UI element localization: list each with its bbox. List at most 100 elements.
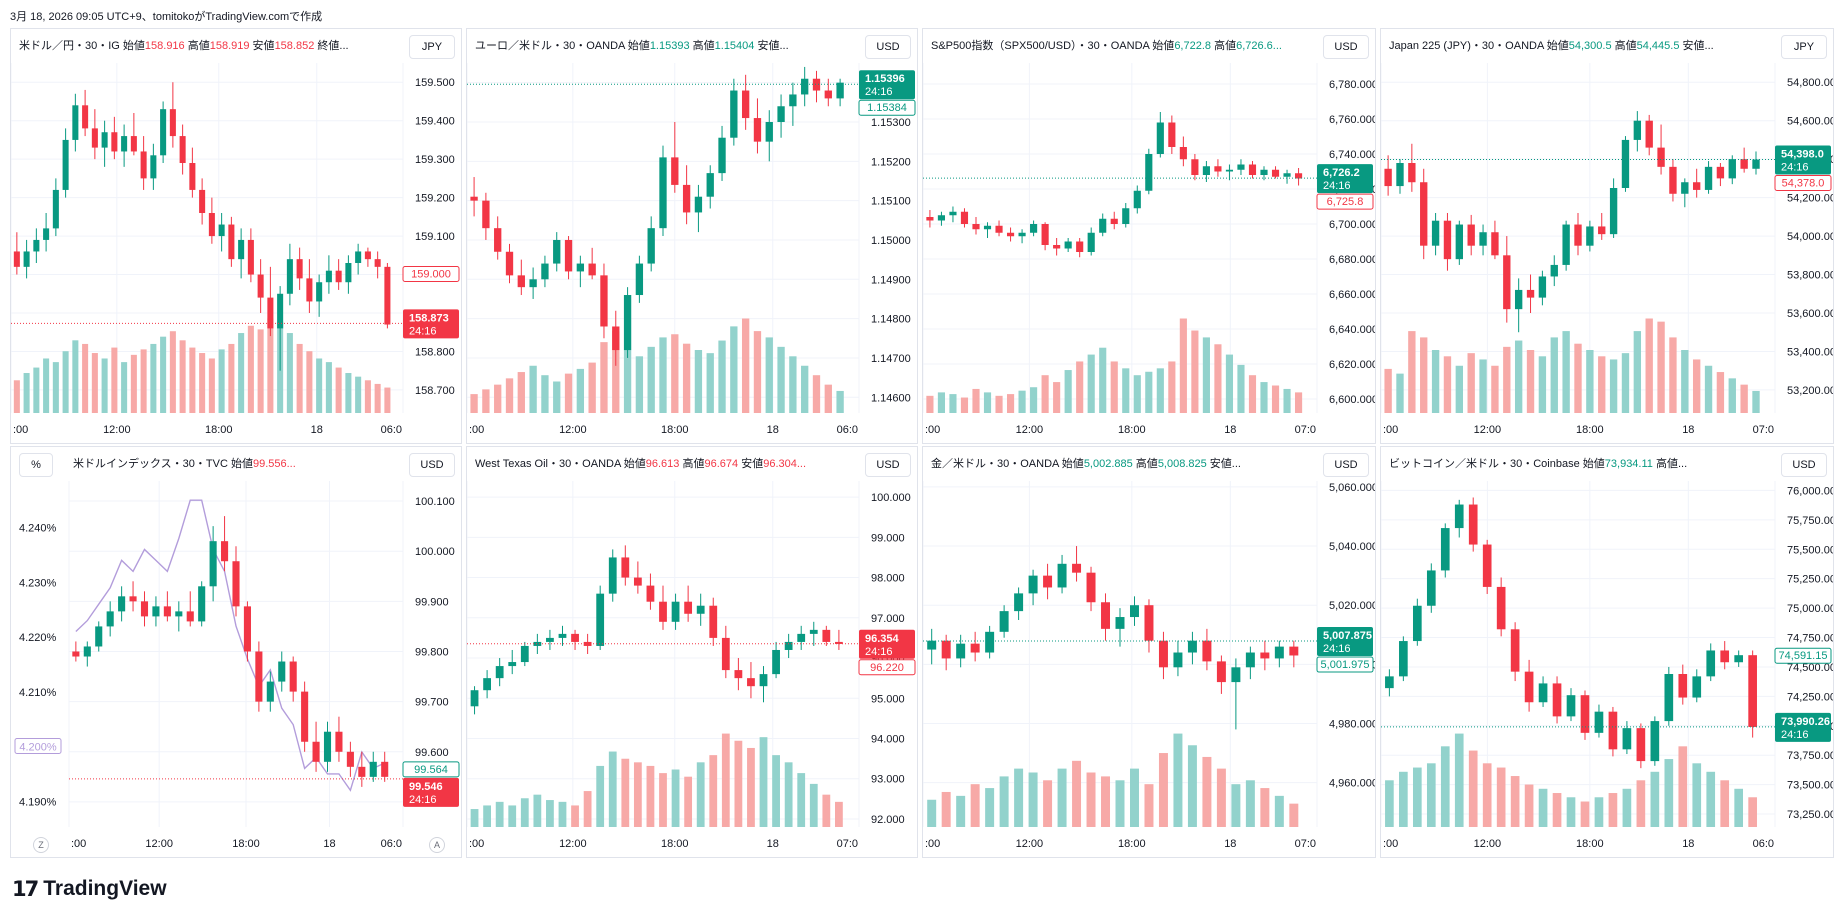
volume-bar — [1538, 356, 1547, 413]
title-segment: ビットコイン／米ドル・30・Coinbase 始値 — [1389, 458, 1605, 470]
chart-title[interactable]: ユーロ／米ドル・30・OANDA 始値1.15393 高値1.15404 安値.… — [475, 37, 789, 53]
candle-body — [266, 681, 274, 702]
currency-button[interactable]: JPY — [1781, 35, 1827, 59]
y-tick-label: 6,640.000 — [1329, 324, 1376, 336]
candle-body — [121, 136, 128, 152]
candle-body — [765, 121, 773, 142]
candle-body — [82, 105, 89, 129]
candle-body — [576, 263, 585, 272]
candle-body — [1006, 232, 1015, 237]
y-tick-label: 73,750.000 — [1787, 750, 1834, 762]
candle-body — [1598, 226, 1606, 235]
candle-body — [257, 274, 264, 298]
chart-svg: 100.00099.00098.00097.00096.00095.00094.… — [467, 481, 916, 850]
volume-bar — [1408, 331, 1416, 413]
candle-body — [623, 295, 632, 351]
volume-bar — [1431, 350, 1440, 413]
y-tick-label: 76,000.000 — [1787, 485, 1834, 497]
chart-panel[interactable]: 1.154001.153001.152001.151001.150001.149… — [466, 28, 918, 444]
volume-bar — [494, 384, 502, 413]
candle-body — [1202, 640, 1212, 662]
candle-body — [111, 132, 118, 152]
currency-button[interactable]: USD — [1323, 453, 1369, 477]
volume-bar — [999, 776, 1009, 827]
candle-body — [721, 637, 730, 671]
chart-panel[interactable]: 76,000.000 75,750.000 75,500.000 75,250.000… — [1380, 446, 1834, 858]
candle-body — [659, 157, 667, 229]
chart-panel[interactable]: 6,780.0006,760.0006,740.0006,720.0006,70… — [922, 28, 1376, 444]
y-tick-label: 1.14900 — [871, 274, 911, 286]
y-tick-label: 1.15200 — [871, 156, 911, 168]
chart-panel[interactable]: 54,800.00054,600.00054,400.00054,200.000… — [1380, 28, 1834, 444]
candle-body — [312, 741, 320, 762]
y-tick-label: 92.000 — [871, 814, 905, 826]
volume-bar — [1514, 340, 1523, 413]
chart-panel[interactable]: 5,060.0005,040.0005,020.0005,000.0004,98… — [922, 446, 1376, 858]
volume-bar — [759, 737, 768, 827]
volume-bar — [33, 367, 40, 413]
countdown-label: 24:16 — [865, 646, 893, 658]
chart-panel[interactable]: 100.100 100.000 99.900 99.800 99.700 99.600 99… — [10, 446, 462, 858]
title-segment: 米ドルインデックス・30・TVC 始値 — [73, 458, 253, 470]
last-price-box — [1775, 145, 1831, 175]
currency-button[interactable]: USD — [865, 453, 911, 477]
percent-scale-button[interactable]: % — [19, 453, 53, 477]
title-segment: 安値... — [754, 40, 789, 52]
secondary-price-box — [1774, 175, 1832, 192]
volume-bar — [218, 349, 225, 413]
y-tick-label: 6,600.000 — [1329, 394, 1376, 406]
chart-panel[interactable]: 100.000 99.000 98.000 97.000 96.000 95.000 94.… — [466, 446, 918, 858]
volume-bar — [1550, 337, 1558, 413]
candle-body — [62, 139, 69, 190]
chart-title[interactable]: 米ドルインデックス・30・TVC 始値99.556... — [73, 455, 296, 471]
candle-body — [588, 263, 596, 276]
chart-title[interactable]: 金／米ドル・30・OANDA 始値5,002.885 高値5,008.825 安… — [931, 455, 1241, 471]
title-segment: 6,726.6... — [1236, 40, 1282, 52]
auto-scale-button[interactable]: A — [429, 837, 445, 853]
volume-bar — [286, 333, 293, 413]
volume-bar — [199, 353, 206, 413]
currency-button[interactable]: USD — [1323, 35, 1369, 59]
volume-bar — [1041, 375, 1049, 413]
volume-bar — [612, 331, 620, 413]
currency-button[interactable]: JPY — [409, 35, 455, 59]
volume-bar — [1681, 350, 1689, 413]
secondary-price-box — [1316, 656, 1374, 673]
tradingview-logo[interactable]: 17 TradingView — [12, 877, 167, 901]
volume-bar — [1101, 776, 1111, 827]
currency-button[interactable]: USD — [865, 35, 911, 59]
volume-bar — [741, 318, 750, 413]
candle-body — [1440, 528, 1450, 571]
volume-bar — [706, 353, 714, 413]
volume-bar — [1645, 318, 1653, 413]
countdown-label: 24:16 — [1781, 729, 1809, 741]
y-tick-label: 6,780.000 — [1329, 79, 1376, 91]
volume-bar — [730, 326, 738, 413]
volume-bar — [1122, 368, 1130, 413]
candle-body — [1594, 711, 1604, 733]
candle-body — [198, 586, 206, 622]
chart-title[interactable]: ビットコイン／米ドル・30・Coinbase 始値73,934.11 高値... — [1389, 455, 1687, 471]
chart-title[interactable]: Japan 225 (JPY)・30・OANDA 始値54,300.5 高値54… — [1389, 37, 1714, 53]
candle-body — [381, 761, 389, 777]
candle-body — [949, 211, 957, 216]
chart-svg: 76,000.000 75,750.000 75,500.000 75,250.000… — [1381, 481, 1834, 850]
volume-bar — [718, 340, 726, 413]
candle-body — [52, 189, 59, 229]
currency-button[interactable]: USD — [409, 453, 455, 477]
zoom-reset-button[interactable]: Z — [33, 837, 49, 853]
volume-bar — [1636, 780, 1646, 827]
x-tick-label: 07:0 — [1753, 424, 1774, 436]
x-tick-label: 07:0 — [1295, 424, 1316, 436]
candle-body — [221, 541, 229, 562]
x-tick-label: 18 — [323, 838, 335, 850]
chart-title[interactable]: S&P500指数（SPX500/USD）・30・OANDA 始値6,722.8 … — [931, 37, 1282, 53]
volume-bar — [1260, 382, 1268, 413]
chart-title[interactable]: West Texas Oil・30・OANDA 始値96.613 高値96.67… — [475, 455, 806, 471]
currency-button[interactable]: USD — [1781, 453, 1827, 477]
volume-bar — [789, 356, 797, 413]
volume-bar — [189, 347, 196, 413]
chart-panel[interactable]: 159.500 159.400 159.300 159.200 159.100 159.0… — [10, 28, 462, 444]
chart-title[interactable]: 米ドル／円・30・IG 始値158.916 高値158.919 安値158.85… — [19, 37, 349, 53]
volume-bar — [1086, 772, 1096, 827]
